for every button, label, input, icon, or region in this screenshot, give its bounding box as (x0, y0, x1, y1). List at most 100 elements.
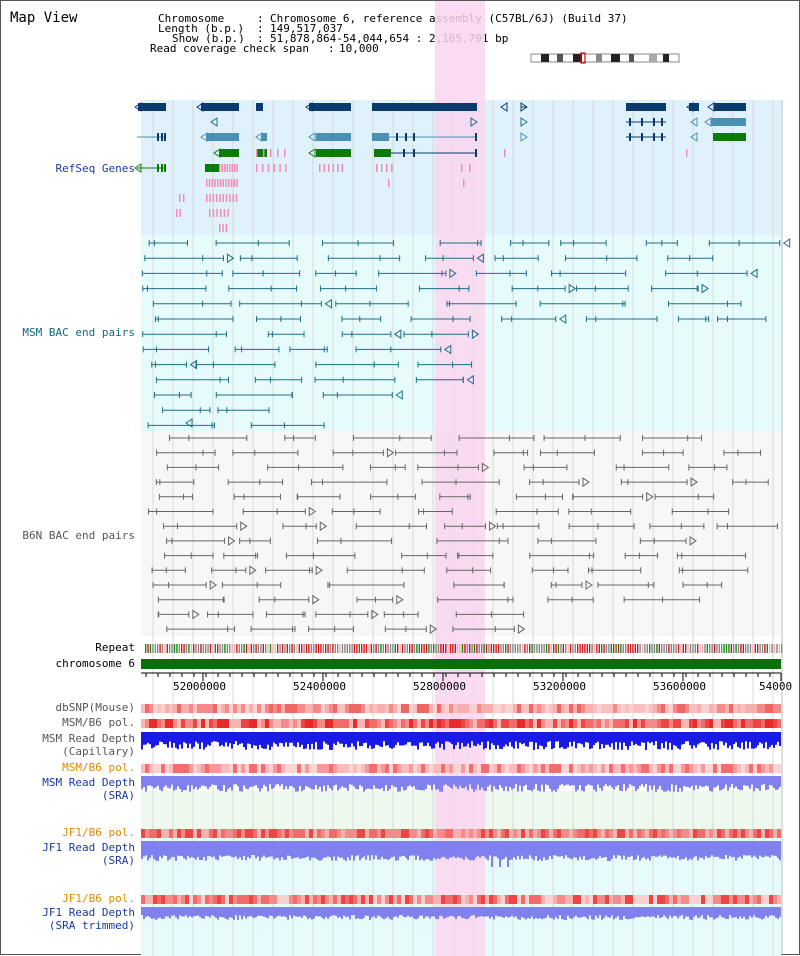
msm-b6-pol-2-cell (729, 764, 733, 773)
capillary-depth-bar (659, 732, 661, 750)
msm-b6-pol-cell (353, 719, 357, 728)
jf1-sra-depth-bar (591, 841, 593, 859)
pink-feature (267, 164, 270, 172)
jf1-b6-pol-2-cell (689, 895, 693, 904)
jf1-sra-depth-bar (345, 841, 347, 861)
jf1-sra-depth-bar (669, 841, 671, 857)
repeat-element (181, 644, 183, 653)
jf1-b6-pol-2-cell (385, 895, 389, 904)
pink-feature (319, 164, 321, 172)
jf1-b6-pol-2-cell (685, 895, 689, 904)
dbsnp-cell (653, 704, 657, 713)
pink-feature (220, 209, 222, 217)
repeat-element (281, 644, 284, 653)
track-label-msm-read-depth-sra[interactable]: MSM Read Depth (42, 776, 135, 789)
jf1-b6-pol-2-cell (597, 895, 601, 904)
strand-arrow (558, 314, 567, 324)
track-label-msm-bac[interactable]: MSM BAC end pairs (22, 326, 135, 339)
jf1-sra-depth-bar (751, 841, 753, 858)
track-label-dbsnp[interactable]: dbSNP(Mouse) (55, 701, 135, 714)
exon-tick (629, 118, 631, 126)
msm-b6-pol-2-cell (353, 764, 357, 773)
jf1-trimmed-depth-bar (415, 907, 417, 920)
track-label-refseq-genes[interactable]: RefSeq Genes (55, 162, 135, 175)
capillary-depth-bar (369, 732, 371, 746)
msm-b6-pol-cell (741, 719, 745, 728)
gene-exon (626, 103, 666, 111)
jf1-trimmed-depth-bar (345, 907, 347, 917)
jf1-sra-depth-bar (419, 841, 421, 861)
jf1-b6-pol-2-cell (265, 895, 269, 904)
capillary-depth-bar (779, 732, 781, 747)
exon-tick (661, 133, 663, 141)
track-label-jf1-b6-pol-2[interactable]: JF1/B6 pol. (62, 892, 135, 905)
track-label-b6n-bac[interactable]: B6N BAC end pairs (22, 529, 135, 542)
jf1-trimmed-depth-bar (573, 907, 575, 918)
jf1-trimmed-depth-bar (179, 907, 181, 916)
jf1-b6-pol-cell (689, 829, 693, 838)
track-label-jf1-read-depth-trimmed[interactable]: JF1 Read Depth (42, 906, 135, 919)
capillary-depth-bar (627, 732, 629, 750)
jf1-b6-pol-cell (433, 829, 437, 838)
repeat-element (298, 644, 300, 653)
repeat-element (394, 644, 396, 653)
jf1-b6-pol-2-cell (401, 895, 405, 904)
capillary-depth-bar (441, 732, 443, 744)
msm-b6-pol-2-cell (449, 764, 453, 773)
jf1-sra-depth-bar (713, 841, 715, 857)
capillary-depth-bar (251, 732, 253, 749)
msm-b6-pol-cell (673, 719, 677, 728)
track-label-jf1-b6-pol[interactable]: JF1/B6 pol. (62, 826, 135, 839)
track-label-msm-b6-pol-2[interactable]: MSM/B6 pol. (62, 761, 135, 774)
jf1-b6-pol-cell (277, 829, 281, 838)
repeat-element (334, 644, 336, 653)
msm-b6-pol-2-cell (253, 764, 257, 773)
jf1-b6-pol-2-cell (305, 895, 309, 904)
msm-sra-depth-bar (685, 776, 687, 787)
jf1-sra-depth-bar (363, 841, 365, 857)
jf1-trimmed-depth-bar (175, 907, 177, 918)
repeat-element (581, 644, 584, 653)
msm-sra-depth-bar (415, 776, 417, 790)
jf1-sra-depth-bar (387, 841, 389, 860)
msm-b6-pol-2-cell (621, 764, 625, 773)
jf1-b6-pol-cell (765, 829, 769, 838)
jf1-b6-pol-cell (637, 829, 641, 838)
pink-feature (225, 194, 228, 202)
jf1-sra-depth-bar (275, 841, 277, 859)
jf1-trimmed-depth-bar (209, 907, 211, 918)
capillary-depth-bar (301, 732, 303, 745)
dbsnp-cell (285, 704, 289, 713)
track-label-msm-b6-pol[interactable]: MSM/B6 pol. (62, 716, 135, 729)
jf1-b6-pol-2-cell (321, 895, 325, 904)
dbsnp-cell (149, 704, 153, 713)
msm-sra-depth-bar (383, 776, 385, 792)
msm-b6-pol-2-cell (313, 764, 317, 773)
repeat-element (589, 644, 591, 653)
msm-sra-depth-bar (467, 776, 469, 791)
jf1-b6-pol-2-cell (641, 895, 645, 904)
jf1-b6-pol-cell (361, 829, 365, 838)
jf1-trimmed-depth-bar (563, 907, 565, 920)
msm-sra-depth-bar (645, 776, 647, 785)
jf1-sra-depth-bar (755, 841, 757, 858)
repeat-element (629, 644, 632, 653)
msm-sra-depth-bar (633, 776, 635, 787)
jf1-trimmed-depth-bar (277, 907, 279, 916)
track-label-msm-read-depth-capillary[interactable]: MSM Read Depth (42, 732, 135, 745)
jf1-trimmed-depth-bar (529, 907, 531, 919)
msm-b6-pol-cell (141, 719, 145, 728)
ideogram-position-marker (580, 52, 586, 64)
capillary-depth-bar (521, 732, 523, 745)
msm-sra-depth-bar (567, 776, 569, 785)
jf1-b6-pol-cell (357, 829, 361, 838)
jf1-sra-depth-bar (559, 841, 561, 857)
jf1-b6-pol-cell (373, 829, 377, 838)
msm-sra-depth-bar (211, 776, 213, 785)
pink-feature (212, 194, 215, 202)
jf1-sra-depth-bar (201, 841, 203, 860)
track-label-jf1-read-depth-sra[interactable]: JF1 Read Depth (42, 841, 135, 854)
jf1-sra-depth-bar (189, 841, 191, 859)
jf1-b6-pol-cell (157, 829, 161, 838)
